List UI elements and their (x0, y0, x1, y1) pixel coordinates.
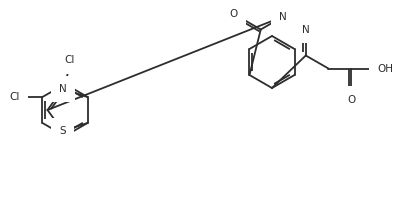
Text: O: O (229, 9, 238, 19)
Text: Cl: Cl (9, 92, 20, 102)
Text: S: S (60, 126, 66, 136)
Text: O: O (347, 95, 355, 104)
Text: Cl: Cl (65, 55, 75, 65)
Text: OH: OH (377, 64, 393, 73)
Text: N: N (279, 11, 287, 22)
Text: N: N (59, 84, 67, 94)
Text: N: N (302, 24, 310, 35)
